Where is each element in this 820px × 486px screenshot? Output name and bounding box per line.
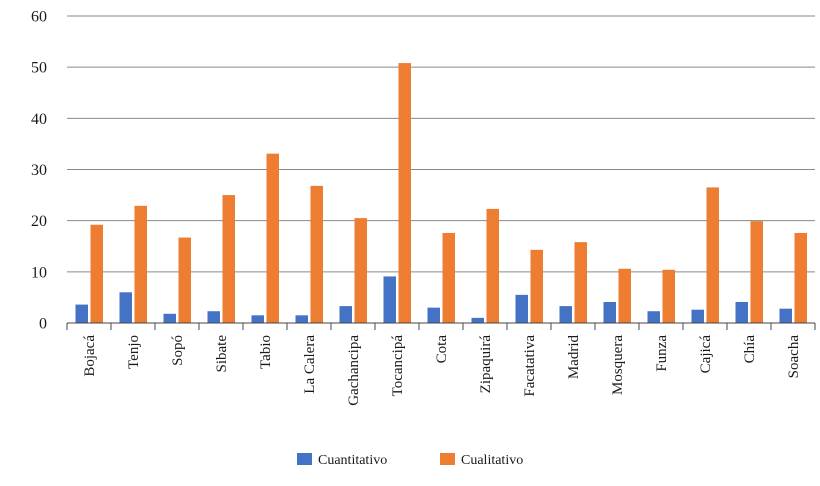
bar-cuantitativo-10 [471, 317, 484, 323]
bar-cualitativo-6 [310, 185, 323, 323]
x-category-label: Tabio [258, 335, 274, 369]
bar-cualitativo-15 [706, 187, 719, 323]
bar-cuantitativo-9 [427, 307, 440, 323]
bar-cualitativo-1 [90, 224, 103, 323]
bar-cualitativo-17 [794, 232, 807, 323]
x-axis-category-labels: Bojacá Tenjo Sopó Sibate Tabio La Calera Gacha… [82, 335, 802, 406]
x-category-label: Cajicá [698, 335, 714, 374]
bar-cuantitativo-15 [691, 309, 704, 323]
bar-cuantitativo-13 [603, 302, 616, 323]
x-category-label: Facatativa [522, 335, 538, 397]
bar-cuantitativo-8 [383, 276, 396, 323]
bar-cuantitativo-14 [647, 311, 660, 323]
x-category-label: Tenjo [126, 335, 142, 369]
bar-cuantitativo-16 [735, 302, 748, 323]
bar-cuantitativo-6 [295, 315, 308, 323]
bar-cuantitativo-2 [119, 292, 132, 323]
x-category-label: Funza [654, 335, 670, 372]
x-category-label: Gachancipa [346, 335, 362, 406]
x-axis [66, 322, 816, 330]
y-tick-label: 50 [31, 60, 47, 77]
x-category-label: Zipaquirá [478, 335, 494, 394]
y-tick-label: 20 [31, 213, 47, 230]
x-category-label: Bojacá [82, 335, 98, 377]
legend-swatch-cualitativo [440, 453, 455, 465]
x-category-label: Sibate [214, 335, 230, 373]
legend-swatch-cuantitativo [297, 453, 312, 465]
x-category-label: Soacha [786, 335, 802, 379]
bar-cualitativo-2 [134, 205, 147, 323]
bar-cuantitativo-4 [207, 311, 220, 323]
bar-cualitativo-3 [178, 237, 191, 323]
bar-cualitativo-4 [222, 195, 235, 323]
bar-cuantitativo-11 [515, 294, 528, 323]
bar-cuantitativo-17 [779, 308, 792, 323]
bars [75, 63, 807, 323]
bar-cualitativo-14 [662, 269, 675, 323]
bar-cualitativo-11 [530, 249, 543, 323]
y-axis-tick-labels: 0 10 20 30 40 50 60 [31, 9, 47, 333]
bar-cualitativo-12 [574, 242, 587, 323]
bar-cualitativo-5 [266, 153, 279, 323]
x-category-label: Tocancipá [390, 335, 406, 397]
bar-cualitativo-9 [442, 232, 455, 323]
x-category-label: Sopó [170, 335, 186, 366]
legend: Cuantitativo Cualitativo [297, 453, 523, 468]
y-tick-label: 10 [31, 264, 47, 281]
y-tick-label: 30 [31, 162, 47, 179]
y-tick-label: 0 [39, 316, 47, 333]
gridlines [67, 15, 815, 273]
x-category-label: Cota [434, 335, 450, 364]
bar-cualitativo-7 [354, 218, 367, 323]
bar-cualitativo-16 [750, 221, 763, 323]
y-tick-label: 60 [31, 9, 47, 26]
x-category-label: Madrid [566, 335, 582, 380]
x-category-label: La Calera [302, 335, 318, 394]
y-tick-label: 40 [31, 111, 47, 128]
x-category-label: Chía [742, 335, 758, 364]
bar-cuantitativo-5 [251, 315, 264, 323]
bar-cuantitativo-12 [559, 306, 572, 323]
legend-label-cuantitativo: Cuantitativo [318, 453, 387, 468]
bar-cuantitativo-3 [163, 313, 176, 323]
bar-cualitativo-13 [618, 268, 631, 323]
bar-cualitativo-8 [398, 63, 411, 323]
bar-cuantitativo-7 [339, 306, 352, 323]
bar-cuantitativo-1 [75, 304, 88, 323]
bar-cualitativo-10 [486, 208, 499, 323]
legend-label-cualitativo: Cualitativo [461, 453, 523, 468]
x-category-label: Mosquera [610, 335, 626, 395]
